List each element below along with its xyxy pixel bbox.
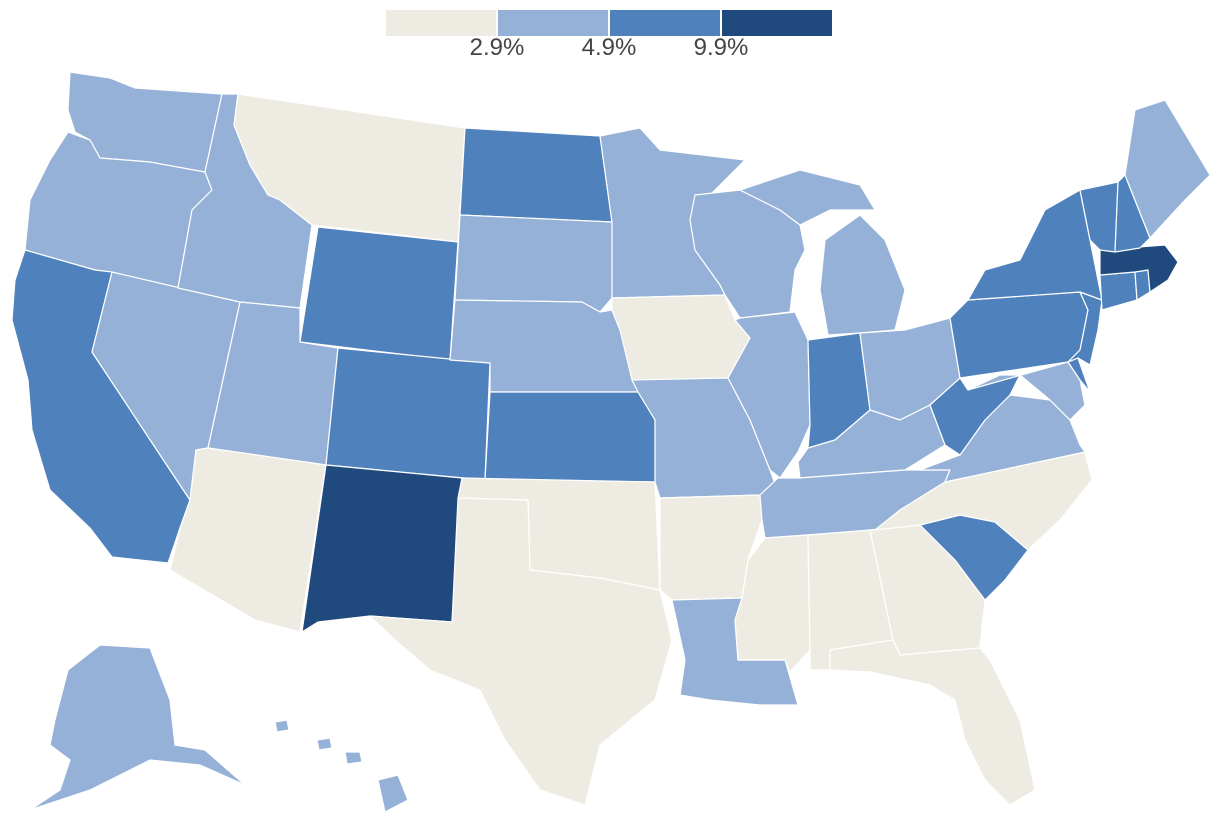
new-hampshire[interactable]	[1114, 174, 1151, 253]
arizona[interactable]	[169, 447, 327, 633]
maine[interactable]	[1124, 99, 1211, 239]
iowa[interactable]	[611, 294, 751, 381]
legend-swatch	[386, 10, 496, 36]
colorado[interactable]	[325, 347, 491, 481]
illinois[interactable]	[727, 311, 811, 479]
rhode-island[interactable]	[1134, 269, 1151, 301]
legend-tick: 2.9%	[469, 34, 525, 61]
legend-swatch	[498, 10, 608, 36]
west-virginia[interactable]	[929, 374, 1021, 456]
hawaii[interactable]	[274, 719, 409, 813]
legend-tick: 9.9%	[693, 34, 749, 61]
north-dakota[interactable]	[459, 127, 613, 223]
south-dakota[interactable]	[454, 214, 613, 313]
massachusetts[interactable]	[1099, 244, 1179, 293]
connecticut[interactable]	[1099, 271, 1138, 311]
vermont[interactable]	[1079, 181, 1119, 253]
wyoming[interactable]	[299, 226, 459, 361]
new-mexico[interactable]	[301, 464, 463, 633]
map-legend: 2.9% 4.9% 9.9%	[386, 10, 832, 62]
legend-swatch	[722, 10, 832, 36]
new-jersey[interactable]	[1067, 291, 1103, 366]
legend-swatch	[610, 10, 720, 36]
new-york[interactable]	[967, 189, 1103, 301]
michigan[interactable]	[739, 169, 906, 336]
alaska[interactable]	[29, 644, 246, 811]
florida[interactable]	[829, 639, 1036, 806]
legend-tick: 4.9%	[581, 34, 637, 61]
texas[interactable]	[369, 497, 673, 806]
kansas[interactable]	[484, 391, 656, 483]
